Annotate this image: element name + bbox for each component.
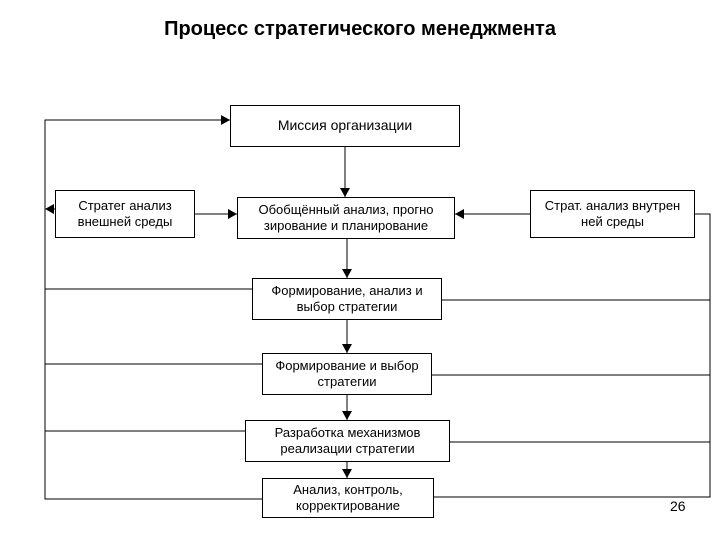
node-analysis: Обобщённый анализ, прогно зирование и пл… — [237, 197, 455, 239]
node-analysis-label: Обобщённый анализ, прогно зирование и пл… — [242, 202, 450, 235]
page-number: 26 — [670, 498, 686, 514]
node-control: Анализ, контроль, корректирование — [262, 478, 434, 518]
page-title: Процесс стратегического менеджмента — [115, 18, 605, 48]
node-form1-label: Формирование, анализ и выбор стратегии — [257, 283, 437, 316]
node-mech-label: Разработка механизмов реализации стратег… — [250, 425, 445, 458]
node-form1: Формирование, анализ и выбор стратегии — [252, 278, 442, 320]
node-control-label: Анализ, контроль, корректирование — [267, 482, 429, 515]
node-internal: Страт. анализ внутрен ней среды — [530, 190, 695, 238]
node-external: Стратег анализ внешней среды — [55, 190, 195, 238]
node-mech: Разработка механизмов реализации стратег… — [245, 420, 450, 462]
node-internal-label: Страт. анализ внутрен ней среды — [535, 198, 690, 231]
node-form2: Формирование и выбор стратегии — [262, 353, 432, 395]
node-mission: Миссия организации — [230, 105, 460, 147]
node-form2-label: Формирование и выбор стратегии — [267, 358, 427, 391]
node-mission-label: Миссия организации — [278, 117, 412, 135]
node-external-label: Стратег анализ внешней среды — [60, 198, 190, 231]
